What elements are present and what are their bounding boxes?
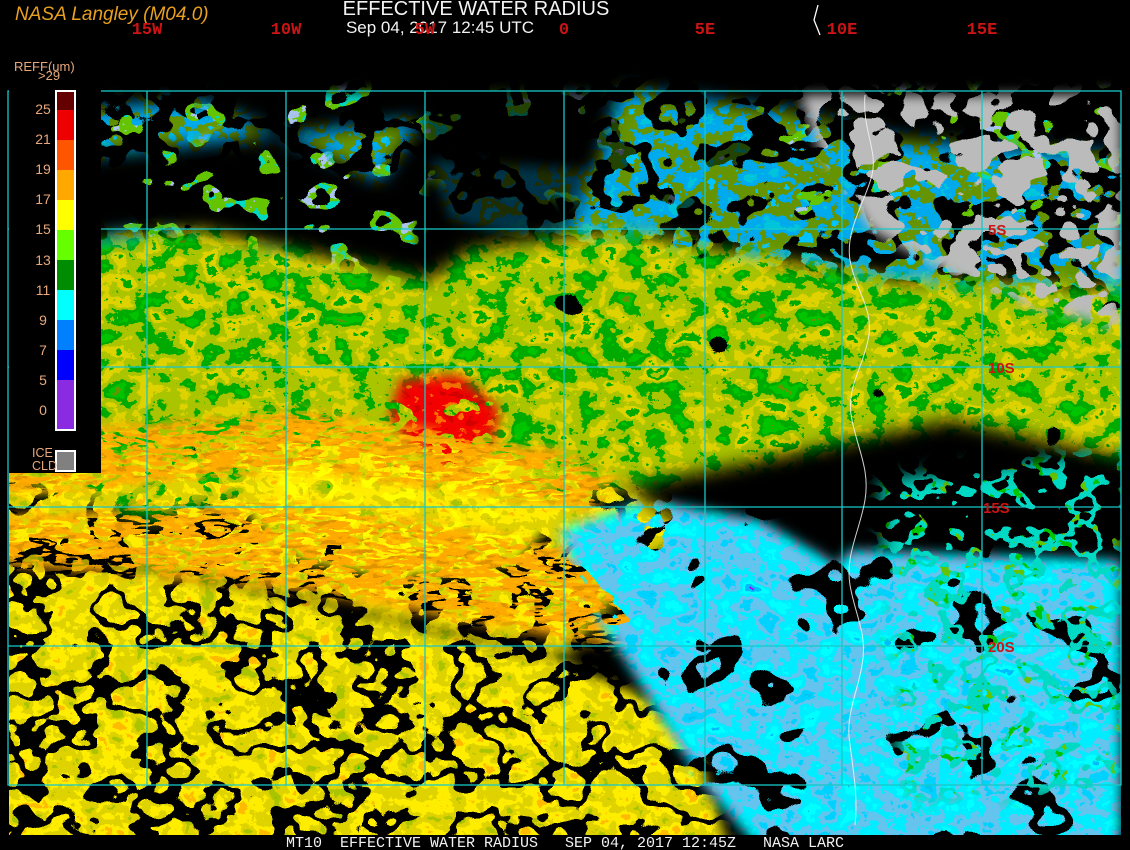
svg-text:15S: 15S bbox=[983, 500, 1010, 517]
svg-text:10S: 10S bbox=[988, 360, 1015, 377]
svg-text:5S: 5S bbox=[988, 222, 1006, 239]
svg-text:20S: 20S bbox=[988, 639, 1015, 656]
